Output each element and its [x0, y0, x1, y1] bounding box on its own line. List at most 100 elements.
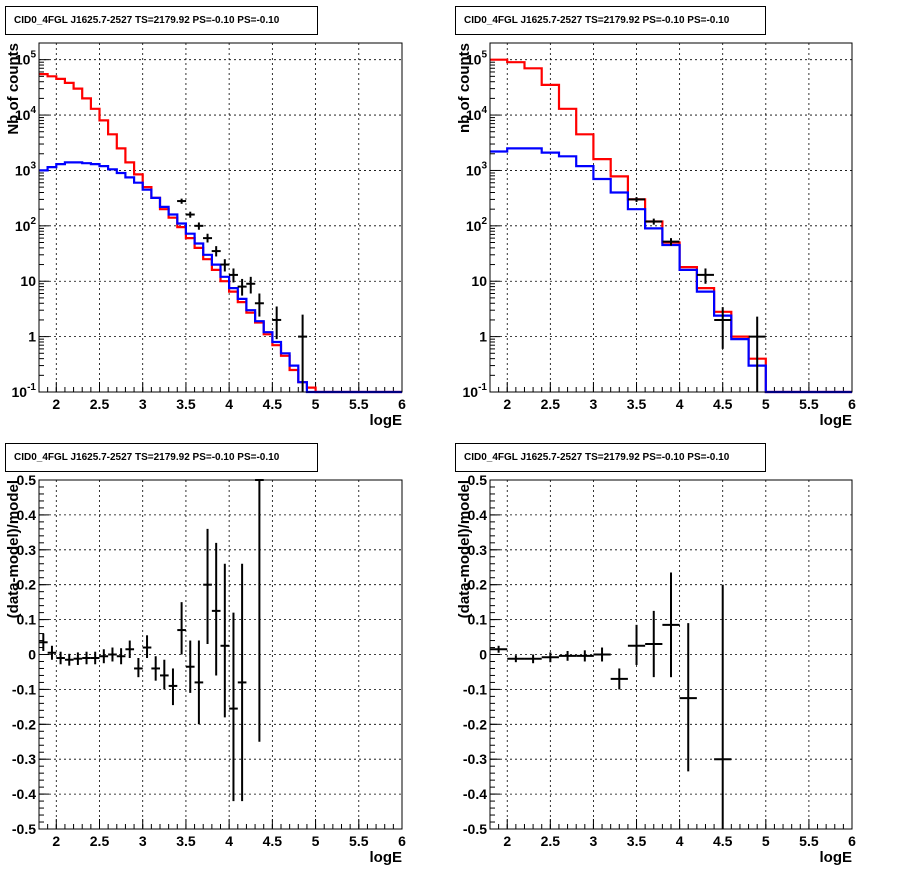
- y-tick-label: -0.3: [12, 751, 36, 767]
- y-tick-label: -0.2: [463, 716, 487, 732]
- y-tick-label: -0.2: [12, 716, 36, 732]
- x-tick-label: 3: [139, 833, 147, 849]
- plot-frame: [38, 42, 403, 393]
- x-tick-label: 3.5: [176, 396, 196, 412]
- x-tick-label: 3: [590, 396, 598, 412]
- panel-top-left: CID0_4FGL J1625.7-2527 TS=2179.92 PS=-0.…: [5, 6, 406, 429]
- y-tick-label: 0.1: [17, 612, 37, 628]
- y-tick-label: 0: [479, 647, 487, 663]
- y-tick-label: 0.3: [17, 542, 37, 558]
- y-tick-label: 10: [20, 273, 36, 289]
- x-tick-label: 3.5: [627, 396, 647, 412]
- title-box: [455, 6, 766, 35]
- title-box: [455, 443, 766, 472]
- plot-frame: [38, 479, 403, 830]
- y-tick-label: -0.5: [463, 821, 487, 837]
- y-tick-label: 0.1: [468, 612, 488, 628]
- x-tick-label: 4: [225, 396, 233, 412]
- y-tick-label: 0: [28, 647, 36, 663]
- y-axis-label: nb of counts: [456, 43, 473, 133]
- x-tick-label: 5: [312, 396, 320, 412]
- x-axis-label: logE: [370, 849, 403, 866]
- x-tick-label: 6: [398, 396, 406, 412]
- y-tick-label: -0.3: [463, 751, 487, 767]
- y-tick-label: 0.2: [17, 577, 37, 593]
- x-tick-label: 2: [503, 396, 511, 412]
- x-tick-label: 4: [225, 833, 233, 849]
- panel-bottom-left: CID0_4FGL J1625.7-2527 TS=2179.92 PS=-0.…: [5, 443, 406, 866]
- y-axis-label: (data-model)/model: [456, 480, 473, 618]
- y-tick-label: -0.1: [12, 681, 36, 697]
- y-tick-label: 10-1: [12, 382, 37, 400]
- y-tick-label: -0.4: [12, 786, 36, 802]
- y-tick-label: 1: [28, 329, 36, 345]
- y-tick-label: 0.3: [468, 542, 488, 558]
- histogram-series: [39, 73, 402, 394]
- y-tick-label: -0.4: [463, 786, 487, 802]
- y-tick-label: 102: [15, 216, 37, 234]
- x-tick-label: 5: [762, 833, 770, 849]
- x-tick-label: 4: [676, 833, 684, 849]
- x-axis-label: logE: [820, 412, 853, 429]
- histogram-series: [490, 147, 852, 394]
- chart-title: CID0_4FGL J1625.7-2527 TS=2179.92 PS=-0.…: [464, 15, 730, 26]
- chart-title: CID0_4FGL J1625.7-2527 TS=2179.92 PS=-0.…: [464, 452, 730, 463]
- histogram-series: [39, 161, 402, 394]
- x-tick-label: 3: [590, 833, 598, 849]
- x-tick-label: 2: [52, 396, 60, 412]
- y-tick-label: 0.5: [468, 472, 488, 488]
- x-tick-label: 3.5: [627, 833, 647, 849]
- plot-frame: [489, 42, 853, 393]
- x-tick-label: 6: [848, 396, 856, 412]
- x-tick-label: 2: [503, 833, 511, 849]
- x-tick-label: 5.5: [799, 833, 819, 849]
- x-tick-label: 4: [676, 396, 684, 412]
- y-axis-label: Nb of counts: [5, 43, 22, 135]
- x-tick-label: 5.5: [799, 396, 819, 412]
- title-box: [5, 443, 318, 472]
- x-tick-label: 3.5: [176, 833, 196, 849]
- plot-frame: [489, 479, 853, 830]
- x-tick-label: 5: [762, 396, 770, 412]
- y-tick-label: 105: [15, 50, 37, 68]
- x-tick-label: 5: [312, 833, 320, 849]
- y-tick-label: 0.5: [17, 472, 37, 488]
- x-tick-label: 2: [52, 833, 60, 849]
- y-tick-label: 103: [466, 160, 488, 178]
- y-tick-label: -0.5: [12, 821, 36, 837]
- y-tick-label: 10-1: [463, 382, 488, 400]
- x-tick-label: 2.5: [90, 833, 110, 849]
- x-tick-label: 3: [139, 396, 147, 412]
- x-tick-label: 2.5: [541, 396, 561, 412]
- title-box: [5, 6, 318, 35]
- x-tick-label: 2.5: [90, 396, 110, 412]
- y-axis-label: (data-model)/model: [5, 480, 22, 618]
- x-axis-label: logE: [370, 412, 403, 429]
- y-tick-label: 102: [466, 216, 488, 234]
- chart-title: CID0_4FGL J1625.7-2527 TS=2179.92 PS=-0.…: [14, 452, 280, 463]
- x-tick-label: 4.5: [263, 396, 283, 412]
- y-tick-label: 0.4: [468, 507, 488, 523]
- y-tick-label: 1: [479, 329, 487, 345]
- y-tick-label: 0.4: [17, 507, 37, 523]
- x-tick-label: 6: [848, 833, 856, 849]
- y-tick-label: 104: [15, 105, 37, 123]
- panel-top-right: CID0_4FGL J1625.7-2527 TS=2179.92 PS=-0.…: [455, 6, 856, 429]
- panel-bottom-right: CID0_4FGL J1625.7-2527 TS=2179.92 PS=-0.…: [455, 443, 856, 866]
- y-tick-label: 10: [471, 273, 487, 289]
- x-tick-label: 5.5: [349, 833, 369, 849]
- x-axis-label: logE: [820, 849, 853, 866]
- x-tick-label: 4.5: [263, 833, 283, 849]
- x-tick-label: 2.5: [541, 833, 561, 849]
- y-tick-label: 0.2: [468, 577, 488, 593]
- x-tick-label: 4.5: [713, 833, 733, 849]
- y-tick-label: 103: [15, 160, 37, 178]
- chart-title: CID0_4FGL J1625.7-2527 TS=2179.92 PS=-0.…: [14, 15, 280, 26]
- x-tick-label: 5.5: [349, 396, 369, 412]
- x-tick-label: 6: [398, 833, 406, 849]
- y-tick-label: 104: [466, 105, 488, 123]
- y-tick-label: 105: [466, 50, 488, 68]
- x-tick-label: 4.5: [713, 396, 733, 412]
- y-tick-label: -0.1: [463, 681, 487, 697]
